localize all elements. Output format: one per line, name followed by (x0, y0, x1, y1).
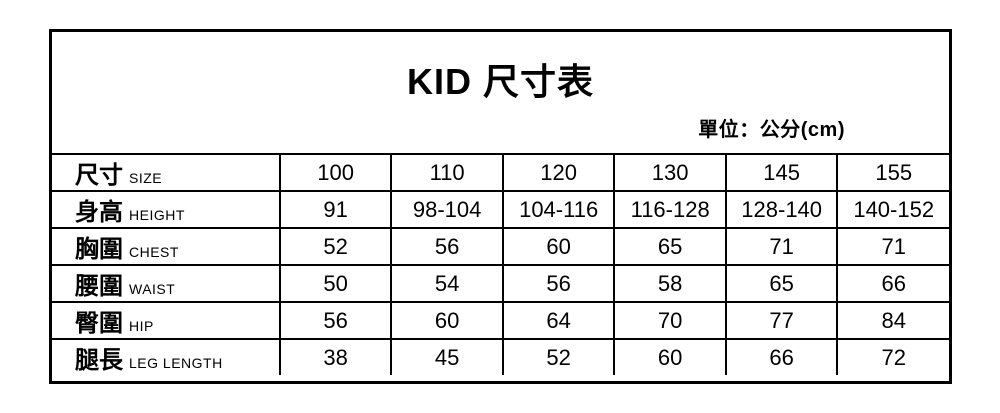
value-cell: 104-116 (501, 190, 616, 229)
size-chart-panel: KID 尺寸表 單位：公分(cm) 尺寸 SIZE 100 110 120 130… (49, 29, 952, 384)
value-cell: 60 (613, 338, 727, 376)
row-label-size: 尺寸 SIZE (51, 154, 281, 192)
value-cell: 71 (724, 227, 839, 266)
value-cell: 98-104 (390, 190, 504, 229)
value-cell: 60 (390, 301, 504, 340)
value-cell: 64 (501, 301, 616, 340)
value-cell: 77 (724, 301, 839, 340)
table-row-size: 尺寸 SIZE 100 110 120 130 145 155 (51, 154, 950, 192)
value-cell: 155 (836, 154, 950, 192)
value-cell: 91 (278, 190, 393, 229)
row-label-en: LEG LENGTH (129, 355, 223, 371)
value-cell: 84 (836, 301, 950, 340)
value-cell: 56 (390, 227, 504, 266)
row-label-zh: 尺寸 (75, 162, 123, 189)
value-cell: 120 (501, 154, 616, 192)
value-cell: 54 (390, 264, 504, 303)
value-cell: 71 (836, 227, 950, 266)
row-label-height: 身高 HEIGHT (51, 190, 281, 229)
value-cell: 56 (501, 264, 616, 303)
value-cell: 130 (613, 154, 727, 192)
value-cell: 128-140 (724, 190, 839, 229)
table-row-leg-length: 腿長 LEG LENGTH 38 45 52 60 66 72 (51, 338, 950, 376)
size-table: 尺寸 SIZE 100 110 120 130 145 155 身高 HEIGHT … (51, 154, 950, 376)
value-cell: 72 (836, 338, 950, 376)
value-cell: 38 (278, 338, 393, 376)
value-cell: 50 (278, 264, 393, 303)
page-title: KID 尺寸表 (406, 61, 594, 102)
row-label-zh: 身高 (75, 199, 123, 226)
value-cell: 58 (613, 264, 727, 303)
row-label-zh: 腰圍 (75, 273, 123, 300)
value-cell: 145 (724, 154, 839, 192)
value-cell: 60 (501, 227, 616, 266)
row-label-zh: 腿長 (75, 347, 123, 374)
value-cell: 65 (613, 227, 727, 266)
unit-label: 單位：公分(cm) (698, 119, 845, 141)
value-cell: 140-152 (836, 190, 950, 229)
row-label-zh: 胸圍 (75, 236, 123, 263)
row-label-leg-length: 腿長 LEG LENGTH (51, 338, 281, 376)
table-row-hip: 臀圍 HIP 56 60 64 70 77 84 (51, 301, 950, 340)
value-cell: 110 (390, 154, 504, 192)
table-row-chest: 胸圍 CHEST 52 56 60 65 71 71 (51, 227, 950, 266)
table-row-waist: 腰圍 WAIST 50 54 56 58 65 66 (51, 264, 950, 303)
value-cell: 116-128 (613, 190, 727, 229)
value-cell: 52 (501, 338, 616, 376)
row-label-en: SIZE (129, 170, 163, 186)
value-cell: 100 (278, 154, 393, 192)
row-label-waist: 腰圍 WAIST (51, 264, 281, 303)
row-label-en: WAIST (129, 281, 176, 297)
row-label-hip: 臀圍 HIP (51, 301, 281, 340)
row-label-chest: 胸圍 CHEST (51, 227, 281, 266)
row-label-en: HEIGHT (129, 207, 185, 223)
row-label-en: CHEST (129, 244, 179, 260)
row-label-zh: 臀圍 (75, 310, 123, 337)
row-label-en: HIP (129, 318, 154, 334)
value-cell: 65 (724, 264, 839, 303)
value-cell: 45 (390, 338, 504, 376)
table-row-height: 身高 HEIGHT 91 98-104 104-116 116-128 128-1… (51, 190, 950, 229)
value-cell: 66 (724, 338, 839, 376)
value-cell: 56 (278, 301, 393, 340)
value-cell: 66 (836, 264, 950, 303)
chart-header: KID 尺寸表 單位：公分(cm) (52, 32, 949, 155)
value-cell: 52 (278, 227, 393, 266)
value-cell: 70 (613, 301, 727, 340)
